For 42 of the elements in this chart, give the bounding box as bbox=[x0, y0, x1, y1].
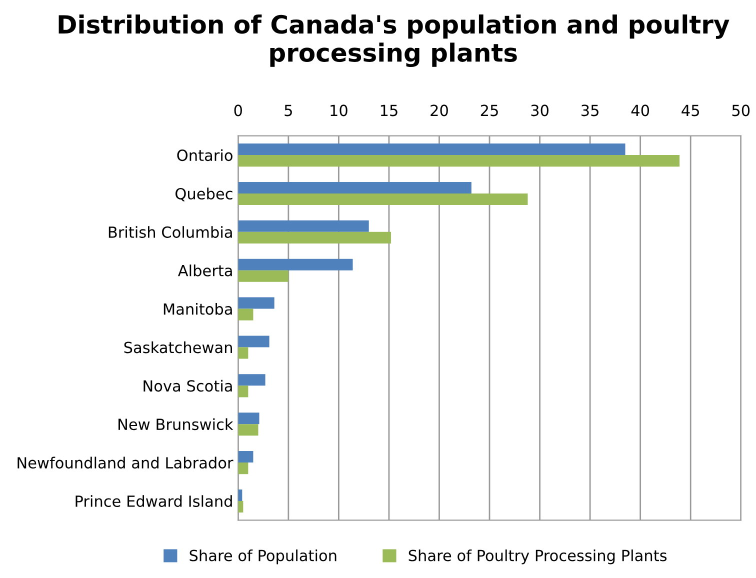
x-tick-label: 50 bbox=[732, 104, 750, 116]
bar bbox=[238, 155, 680, 167]
bar bbox=[238, 347, 248, 359]
bar bbox=[238, 462, 248, 474]
x-tick-label: 35 bbox=[582, 104, 598, 116]
bar bbox=[238, 424, 258, 436]
bar bbox=[238, 232, 391, 244]
bar bbox=[238, 451, 254, 463]
y-tick-label: Newfoundland and Labrador bbox=[18, 456, 234, 469]
y-tick-label: British Columbia bbox=[108, 226, 232, 238]
legend-label: Share of Population bbox=[190, 549, 336, 564]
bar bbox=[238, 386, 248, 398]
bar bbox=[238, 336, 270, 348]
bar bbox=[238, 258, 353, 270]
bar bbox=[238, 374, 266, 386]
x-tick-label: 10 bbox=[330, 104, 348, 116]
y-tick-label: Nova Scotia bbox=[144, 380, 232, 392]
bar bbox=[238, 220, 369, 232]
y-tick-label: Prince Edward Island bbox=[76, 495, 232, 508]
y-tick-label: Saskatchewan bbox=[124, 341, 232, 354]
bar bbox=[238, 193, 528, 206]
y-tick-label: Manitoba bbox=[164, 302, 232, 315]
x-tick-label: 15 bbox=[380, 104, 398, 116]
bar bbox=[238, 270, 288, 282]
legend-label: Share of Poultry Processing Plants bbox=[408, 549, 667, 564]
bar bbox=[238, 412, 260, 424]
x-tick-label: 0 bbox=[234, 104, 242, 116]
y-tick-label: New Brunswick bbox=[118, 418, 234, 430]
y-tick-label: Alberta bbox=[178, 264, 232, 276]
bar bbox=[238, 297, 274, 309]
bar bbox=[238, 308, 254, 320]
x-tick-label: 40 bbox=[631, 104, 650, 116]
x-tick-label: 5 bbox=[284, 104, 292, 116]
y-tick-label: Quebec bbox=[176, 188, 232, 202]
bar bbox=[238, 144, 626, 156]
y-tick-label: Ontario bbox=[177, 149, 232, 162]
x-tick-label: 45 bbox=[682, 104, 699, 116]
bar bbox=[238, 182, 472, 194]
x-tick-label: 30 bbox=[531, 104, 548, 116]
x-tick-label: 25 bbox=[480, 104, 498, 116]
chart-title: Distribution of Canada's population and poultry processing plants bbox=[58, 14, 730, 68]
x-tick-label: 20 bbox=[430, 104, 448, 116]
